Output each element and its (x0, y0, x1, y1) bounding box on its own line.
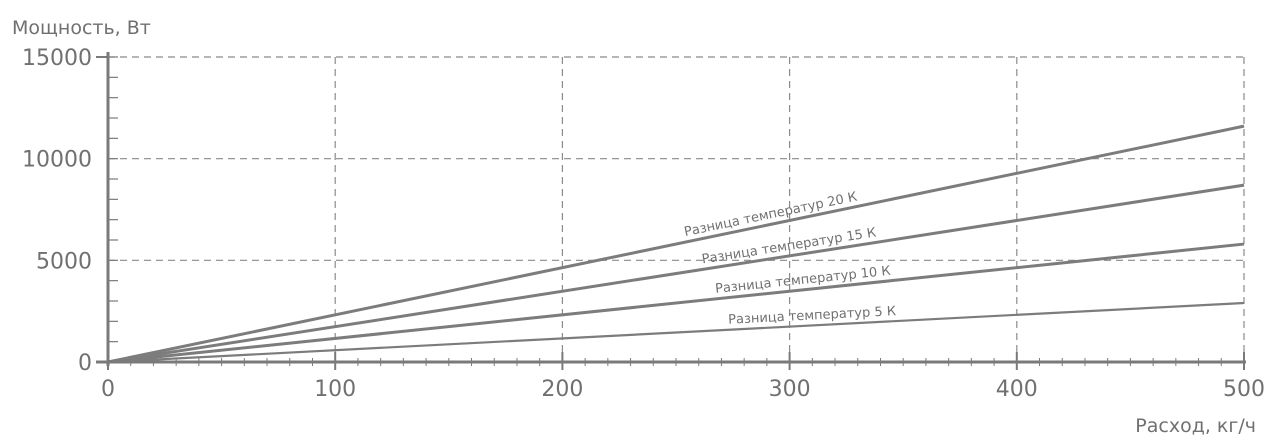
x-tick-label: 200 (541, 377, 583, 402)
x-tick-label: 0 (101, 377, 115, 402)
x-tick-label: 100 (314, 377, 356, 402)
y-tick-label: 15000 (22, 46, 92, 71)
y-tick-label: 5000 (36, 249, 92, 274)
series-label-3: Разница температур 10 К (714, 264, 891, 297)
y-tick-label: 0 (78, 351, 92, 376)
series-line-4 (107, 301, 1245, 364)
x-tick-label: 300 (769, 377, 811, 402)
x-tick-label: 500 (1223, 377, 1265, 402)
axes (96, 52, 1246, 366)
minor-ticks (107, 56, 1245, 370)
grid (108, 56, 1245, 362)
series-line-2 (107, 183, 1245, 364)
series-line-1 (107, 124, 1245, 364)
x-axis-title: Расход, кг/ч (1135, 415, 1256, 436)
series-lines (107, 124, 1245, 364)
tick-labels: 0 5000 10000 15000 0 100 200 300 400 500 (22, 46, 1265, 402)
series-line-3 (107, 242, 1245, 364)
y-axis-title: Мощность, Вт (12, 17, 151, 39)
series-label-4: Разница температур 5 К (728, 304, 897, 328)
y-tick-label: 10000 (22, 148, 92, 173)
x-tick-label: 400 (996, 377, 1038, 402)
